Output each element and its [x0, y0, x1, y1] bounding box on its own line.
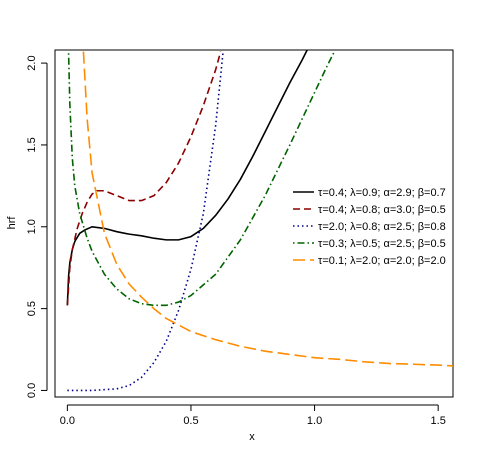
y-axis-title: hrf: [6, 216, 18, 230]
series-line-1: [66, 50, 308, 306]
x-tick-label: 1.5: [431, 415, 446, 427]
legend-label-5: τ=0.1; λ=2.0; α=2.0; β=2.0: [318, 255, 446, 267]
x-axis-title: x: [249, 431, 255, 443]
legend-label-4: τ=0.3; λ=0.5; α=2.5; β=0.5: [318, 238, 446, 250]
series-line-4: [67, 51, 336, 307]
y-axis: 0.0 0.5 1.0 1.5 2.0: [26, 55, 48, 398]
legend: τ=0.4; λ=0.9; α=2.9; β=0.7 τ=0.4; λ=0.8; …: [293, 187, 446, 267]
legend-label-2: τ=0.4; λ=0.8; α=3.0; β=0.5: [318, 204, 446, 216]
y-tick-label: 0.5: [26, 301, 38, 316]
plot-area-box: [54, 49, 454, 398]
x-tick-label: 1.0: [307, 415, 322, 427]
x-axis: 0.0 0.5 1.0 1.5: [60, 404, 446, 427]
series-line-3: [67, 51, 224, 392]
y-tick-label: 1.5: [26, 137, 38, 152]
y-tick-label: 0.0: [26, 383, 38, 398]
x-tick-label: 0.0: [60, 415, 75, 427]
legend-label-1: τ=0.4; λ=0.9; α=2.9; β=0.7: [318, 187, 446, 199]
x-tick-label: 0.5: [183, 415, 198, 427]
y-tick-label: 1.0: [26, 219, 38, 234]
legend-label-3: τ=2.0; λ=0.8; α=2.5; β=0.8: [318, 221, 446, 233]
series-line-5: [82, 51, 453, 367]
y-tick-label: 2.0: [26, 55, 38, 70]
series-line-2: [66, 51, 222, 306]
series-layer: [66, 50, 453, 392]
